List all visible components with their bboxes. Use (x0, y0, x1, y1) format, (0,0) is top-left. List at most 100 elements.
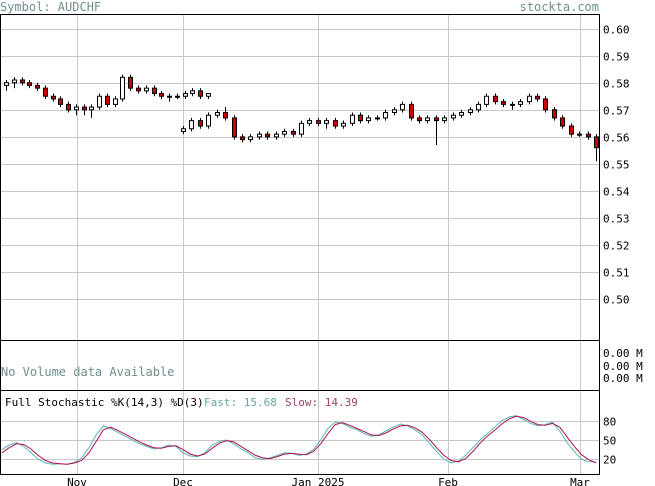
candle-body (82, 106, 87, 111)
candle-body (527, 95, 532, 103)
candle-body (152, 87, 157, 95)
candle-body (586, 133, 591, 138)
candle-body (43, 87, 48, 97)
stochastic-fast-line (1, 415, 597, 465)
candle-body (350, 114, 355, 124)
stochastic-title: Full Stochastic %K(14,3) %D(3) (5, 396, 204, 409)
candle-body (468, 109, 473, 113)
candle-body (282, 130, 287, 135)
price-tick-label: 0.60 (603, 24, 630, 37)
no-volume-message: No Volume data Available (1, 365, 175, 379)
candle-body (215, 112, 220, 116)
price-tick-label: 0.53 (603, 213, 630, 226)
candle-body (493, 95, 498, 103)
candle-body (501, 101, 506, 105)
volume-tick-label: 0.00 M (603, 372, 643, 385)
candle-body (383, 112, 388, 119)
candle-body (223, 112, 228, 119)
candle-body (434, 117, 439, 122)
candle-body (144, 87, 149, 92)
candle-body (89, 106, 94, 111)
candle-body (206, 114, 211, 127)
candle-body (400, 103, 405, 111)
volume-tick-label: 0.00 M (603, 360, 643, 373)
candle-body (425, 117, 430, 122)
candle-body (257, 133, 262, 138)
candle-body (167, 95, 172, 98)
candle-body (324, 120, 329, 124)
price-tick-label: 0.58 (603, 78, 630, 91)
candle-body (333, 120, 338, 127)
candle-body (375, 117, 380, 120)
candle-body (535, 95, 540, 100)
x-tick-label: Nov (67, 476, 87, 486)
candle-body (518, 101, 523, 105)
candle-body (198, 90, 203, 97)
candle-body (175, 95, 180, 98)
stochastic-panel (0, 390, 600, 475)
stochastic-tick-label: 20 (603, 454, 616, 467)
candle-body (105, 95, 110, 105)
candle-body (451, 114, 456, 119)
candle-body (232, 117, 237, 138)
candle-body (316, 120, 321, 124)
price-tick-label: 0.51 (603, 267, 630, 280)
candle-body (159, 93, 164, 97)
candle-body (4, 82, 9, 86)
price-tick-label: 0.56 (603, 132, 630, 145)
candle-body (189, 120, 194, 130)
stochastic-slow-value: Slow: 14.39 (285, 396, 358, 409)
candle-body (594, 136, 599, 149)
candle-body (181, 128, 186, 132)
x-tick-label: Feb (438, 476, 458, 486)
stochastic-fast-value: Fast: 15.68 (204, 396, 277, 409)
symbol-label: Symbol: AUDCHF (0, 0, 102, 14)
candle-body (291, 130, 296, 135)
candle-body (12, 79, 17, 84)
candle-body (20, 79, 25, 84)
price-tick-label: 0.55 (603, 159, 630, 172)
candle-body (66, 103, 71, 111)
candle-body (577, 133, 582, 136)
x-tick-label: Jan 2025 (292, 476, 345, 486)
candle-body (366, 117, 371, 122)
candle-body (392, 109, 397, 113)
candle-body (560, 117, 565, 127)
candle-body (113, 98, 118, 105)
price-tick-label: 0.57 (603, 105, 630, 118)
stochastic-slow-line (1, 415, 597, 465)
candle-body (459, 112, 464, 116)
candle-body (510, 103, 515, 106)
candle-body (552, 109, 557, 119)
x-tick-label: Mar (570, 476, 590, 486)
site-label: stockta.com (519, 0, 599, 14)
candle-body (569, 125, 574, 135)
stochastic-tick-label: 50 (603, 435, 616, 448)
candle-body (417, 117, 422, 122)
volume-tick-label: 0.00 M (603, 347, 643, 360)
price-tick-label: 0.52 (603, 240, 630, 253)
price-tick-label: 0.59 (603, 51, 630, 64)
candle-body (136, 87, 141, 92)
candle-body (190, 90, 195, 95)
candle-body (128, 76, 133, 89)
candle-body (307, 120, 312, 124)
stochastic-tick-label: 80 (603, 416, 616, 429)
candle-body (476, 103, 481, 111)
candle-body (240, 136, 245, 141)
candle-body (27, 82, 32, 86)
candle-body (120, 76, 125, 100)
candle-body (484, 95, 489, 105)
candle-body (206, 93, 211, 97)
candle-body (265, 133, 270, 138)
candle-body (358, 114, 363, 122)
candle-body (97, 95, 102, 108)
candle-body (35, 84, 40, 89)
candle-body (198, 120, 203, 127)
price-tick-label: 0.54 (603, 186, 630, 199)
candle-body (341, 122, 346, 127)
candle-body (74, 106, 79, 111)
candle-body (543, 98, 548, 111)
